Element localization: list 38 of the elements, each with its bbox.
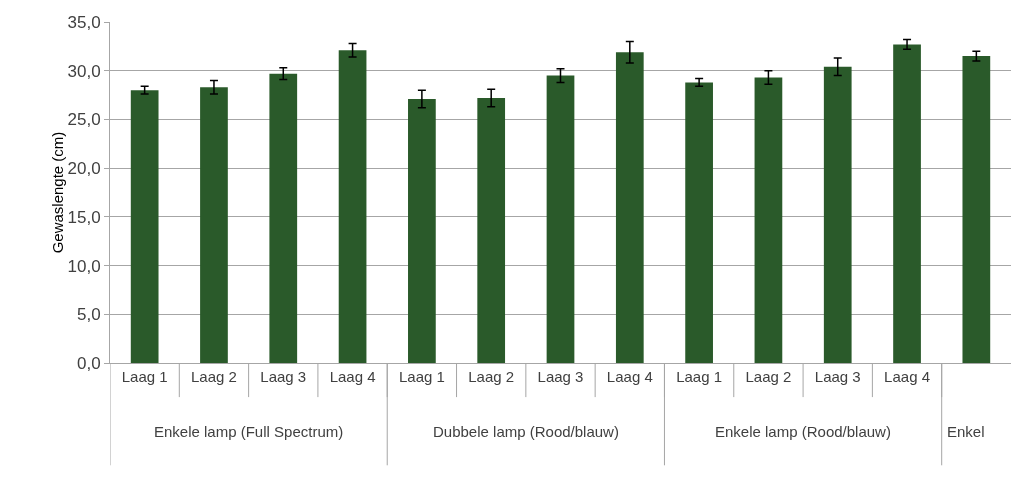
x-tick-label: Laag 3	[537, 368, 584, 385]
bar	[130, 90, 159, 363]
x-tick-label: Laag 4	[329, 368, 376, 385]
x-tick-label: Laag 2	[191, 368, 237, 385]
x-tick-label: Laag 2	[745, 368, 792, 385]
y-tick-label: 5,0	[76, 305, 101, 325]
x-tick-label: Laag 4	[884, 368, 930, 385]
text: Enkele lamp (Full Spectrum)	[154, 423, 344, 440]
y-tick-label: 0,0	[76, 353, 101, 373]
x-tick-label: Laag 2	[468, 368, 515, 385]
x-tick-label: Laag 3	[260, 368, 307, 385]
text: Enkele lamp (Rood/blauw)	[715, 423, 891, 440]
y-tick-label: 20,0	[67, 159, 101, 179]
bar	[685, 82, 713, 363]
bar	[893, 44, 921, 363]
text: Enkel	[947, 423, 985, 440]
bar	[615, 52, 644, 363]
bar	[338, 50, 367, 363]
bar	[477, 97, 506, 363]
x-tick-label: Laag 1	[676, 368, 723, 385]
text: Dubbele lamp (Rood/blauw)	[433, 423, 619, 440]
bar	[823, 66, 852, 363]
y-tick-label: 35,0	[67, 12, 101, 32]
bar	[269, 73, 298, 363]
y-tick-label: 30,0	[67, 61, 101, 81]
y-axis-title: Gewaslengte (cm)	[48, 131, 66, 254]
bar	[200, 87, 228, 363]
y-tick-label: 25,0	[67, 110, 101, 130]
y-tick-label: 15,0	[67, 207, 101, 227]
x-tick-label: Laag 4	[606, 368, 653, 385]
x-tick-label: Laag 3	[814, 368, 861, 385]
x-tick-label: Laag 1	[398, 368, 445, 385]
bar	[546, 75, 575, 363]
y-tick-label: 10,0	[67, 256, 101, 276]
bar	[962, 56, 991, 363]
bar	[408, 98, 436, 363]
bar	[754, 77, 783, 363]
x-tick-label: Laag 1	[121, 368, 168, 385]
